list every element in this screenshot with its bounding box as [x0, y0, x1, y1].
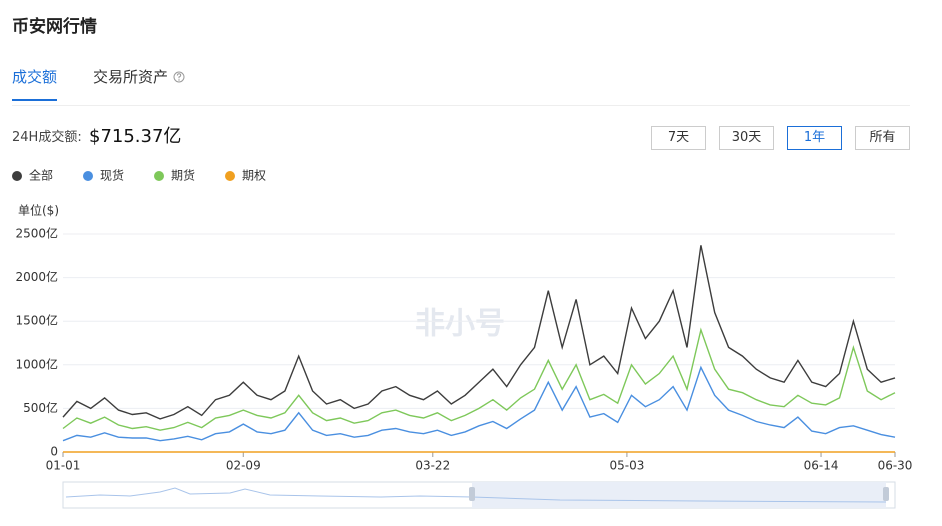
watermark: 非小号 [415, 307, 505, 342]
y-tick-label: 1000亿 [15, 356, 58, 371]
y-tick-label: 1500亿 [15, 313, 58, 328]
legend-label: 期货 [171, 168, 195, 183]
tab[interactable]: 成交额 [12, 66, 58, 101]
summary-value: $715.37亿 [89, 126, 182, 147]
divider [12, 105, 910, 106]
legend-swatch [83, 171, 93, 181]
series-line [62, 245, 896, 420]
navigator-handle[interactable] [469, 487, 475, 501]
tab-bar: 成交额 交易所资产 [12, 66, 185, 101]
series-line [62, 327, 896, 431]
x-tick-label: 06-14 [804, 459, 839, 473]
series-line [62, 365, 896, 442]
navigator[interactable] [62, 481, 896, 509]
tab[interactable]: 交易所资产 [93, 66, 185, 101]
x-tick-label: 01-01 [46, 459, 81, 473]
y-tick-label: 500亿 [23, 400, 58, 415]
legend-swatch [225, 171, 235, 181]
y-tick-label: 2500亿 [15, 226, 58, 241]
navigator-selection[interactable] [472, 482, 886, 508]
legend-label: 期权 [242, 169, 266, 183]
legend-swatch [12, 171, 22, 181]
y-unit-label: 单位($) [18, 203, 59, 218]
x-tick-label: 06-30 [878, 459, 913, 473]
navigator-preview [65, 487, 887, 503]
x-tick-label: 03-22 [415, 459, 450, 473]
x-tick-label: 05-03 [609, 459, 644, 473]
legend-swatch [154, 171, 164, 181]
help-icon[interactable] [173, 71, 185, 83]
summary-label: 24H成交额: [12, 130, 82, 145]
range-buttons: 7天 30天 1年 所有 [651, 126, 910, 150]
x-tick-label: 02-09 [226, 459, 261, 473]
y-tick-label: 2000亿 [15, 269, 58, 284]
legend-label: 现货 [100, 168, 124, 183]
navigator-handle[interactable] [883, 487, 889, 501]
range-button[interactable]: 1年 [787, 126, 842, 150]
range-button[interactable]: 所有 [855, 126, 910, 150]
y-tick-label: 0 [50, 445, 58, 459]
legend-label: 全部 [29, 168, 53, 183]
page-title: 币安网行情 [12, 17, 97, 37]
range-button[interactable]: 7天 [651, 126, 706, 150]
range-button[interactable]: 30天 [719, 126, 774, 150]
